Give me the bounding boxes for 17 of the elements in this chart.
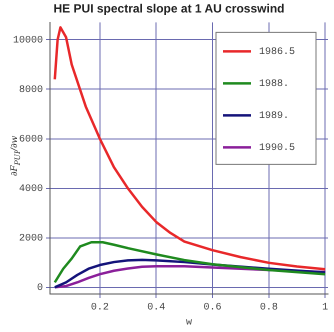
legend-label: 1988. bbox=[259, 79, 290, 90]
y-tick-label: 0 bbox=[36, 282, 44, 294]
x-tick-label: 0.2 bbox=[90, 302, 109, 314]
x-tick-label: 0.6 bbox=[204, 302, 222, 314]
legend-label: 1986.5 bbox=[259, 47, 296, 58]
y-tick-label: 10000 bbox=[12, 35, 44, 46]
x-axis-title: w bbox=[186, 318, 192, 329]
x-tick-label: 1 bbox=[322, 302, 328, 314]
y-tick-label: 2000 bbox=[18, 233, 44, 244]
chart-title: HE PUI spectral slope at 1 AU crosswind bbox=[54, 2, 284, 16]
x-tick-label: 0.8 bbox=[260, 302, 278, 314]
y-tick-label: 4000 bbox=[18, 184, 44, 195]
y-tick-label: 6000 bbox=[18, 134, 44, 146]
legend-label: 1990.5 bbox=[259, 143, 296, 154]
legend-label: 1989. bbox=[259, 111, 290, 122]
y-tick-label: 8000 bbox=[18, 84, 44, 96]
x-tick-label: 0.4 bbox=[147, 302, 166, 314]
